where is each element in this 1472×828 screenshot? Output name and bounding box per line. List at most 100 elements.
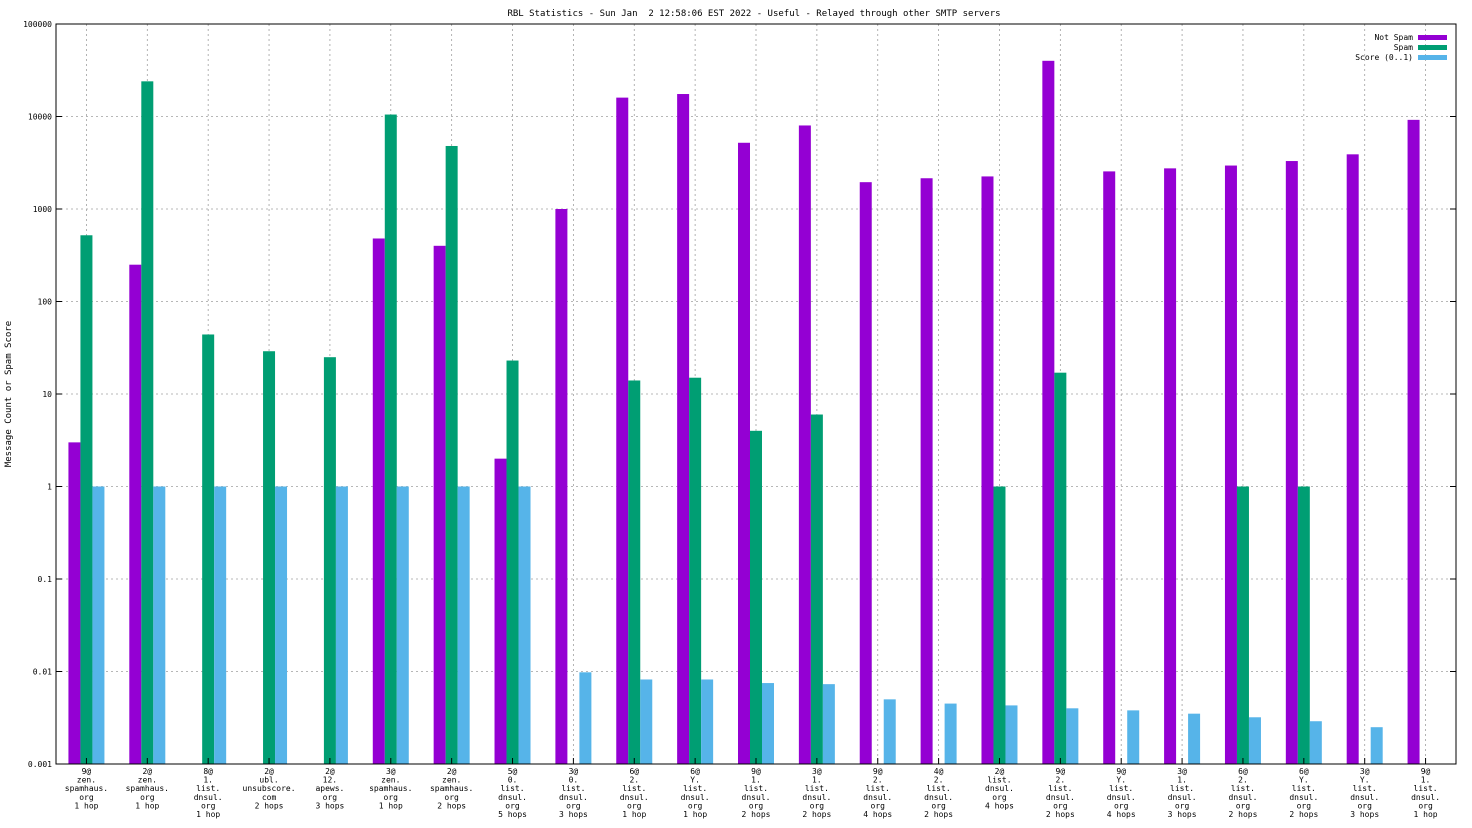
- x-tick-label-line: spamhaus.: [430, 784, 473, 793]
- x-tick-label-line: dnsul.: [802, 793, 831, 802]
- x-tick-label-line: 3 hops: [559, 810, 588, 819]
- bar: [457, 486, 470, 764]
- bar: [1164, 168, 1177, 765]
- y-axis-ticks: 0.001 0.01 0.1 1 10 100 1000 10000 100000: [23, 20, 1456, 769]
- x-tick-label-line: list.: [561, 784, 585, 793]
- x-tick-label-line: 2 hops: [1229, 810, 1258, 819]
- x-tick-label-line: spamhaus.: [369, 784, 412, 793]
- x-tick-label-line: zen.: [381, 776, 400, 785]
- x-tick-label-line: Y.: [1360, 776, 1370, 785]
- x-tick-label-line: 2@: [142, 767, 152, 776]
- bar: [822, 684, 835, 764]
- x-tick-label-line: 1 hop: [196, 810, 220, 819]
- x-tick-label-line: Y.: [690, 776, 700, 785]
- x-tick-label-line: 9@: [1116, 767, 1126, 776]
- legend-label: Not Spam: [1374, 33, 1413, 42]
- x-tick-label-line: 9@: [1056, 767, 1066, 776]
- x-tick-label-line: org: [1053, 801, 1068, 810]
- bar: [396, 486, 409, 764]
- bar: [335, 486, 348, 764]
- bar: [433, 245, 446, 764]
- x-tick-label-line: org: [1418, 801, 1433, 810]
- x-tick-label-line: Y.: [1299, 776, 1309, 785]
- bar: [518, 486, 531, 764]
- x-tick-label-line: dnsul.: [620, 793, 649, 802]
- x-tick-label: 6@ 2. list. dnsul. org 1 hop: [620, 767, 649, 819]
- x-tick-label-line: 4@: [934, 767, 944, 776]
- x-tick-label-line: 4 hops: [985, 801, 1014, 810]
- x-tick-label: 3@ 0. list. dnsul. org 3 hops: [559, 767, 588, 819]
- chart-title: RBL Statistics - Sun Jan 2 12:58:06 EST …: [507, 9, 1000, 19]
- x-tick-label: 8@ 1. list. dnsul. org 1 hop: [194, 767, 223, 819]
- x-tick-label-line: 9@: [873, 767, 883, 776]
- x-tick-label-line: list.: [744, 784, 768, 793]
- bar: [372, 238, 385, 765]
- x-tick-label-line: dnsul.: [681, 793, 710, 802]
- x-tick-label-line: 4 hops: [1107, 810, 1136, 819]
- x-tick-label-line: org: [566, 801, 581, 810]
- x-tick-label: 2@ zen. spamhaus. org 1 hop: [126, 767, 169, 810]
- bar: [214, 486, 227, 764]
- x-tick-label-line: dnsul.: [863, 793, 892, 802]
- bar: [1042, 60, 1055, 765]
- x-tick-label-line: list.: [683, 784, 707, 793]
- bar: [883, 699, 896, 764]
- x-tick-label-line: 1 hop: [1414, 810, 1438, 819]
- x-tick-label-line: dnsul.: [194, 793, 223, 802]
- bar: [579, 672, 592, 764]
- x-tick-label-line: 2 hops: [1289, 810, 1318, 819]
- x-tick-label-line: 2.: [1056, 776, 1066, 785]
- bar: [677, 94, 690, 764]
- x-tick-label: 5@ 0. list. dnsul. org 5 hops: [498, 767, 527, 819]
- x-tick-label-line: org: [749, 801, 764, 810]
- x-tick-label-line: 1 hop: [683, 810, 707, 819]
- x-tick-label: 2@ list. dnsul. org 4 hops: [985, 767, 1014, 810]
- x-tick-label: 4@ 2. list. dnsul. org 2 hops: [924, 767, 953, 819]
- x-tick-label: 6@ 2. list. dnsul. org 2 hops: [1229, 767, 1258, 819]
- x-tick-label-line: spamhaus.: [126, 784, 169, 793]
- x-tick-label-line: dnsul.: [742, 793, 771, 802]
- bar: [640, 679, 653, 764]
- legend-label: Spam: [1394, 43, 1413, 52]
- y-tick-label: 0.01: [33, 668, 52, 677]
- x-tick-label-line: 2 hops: [255, 801, 284, 810]
- bar: [1407, 119, 1420, 765]
- x-tick-label-line: 2@: [264, 767, 274, 776]
- x-tick-label-line: 2.: [1238, 776, 1248, 785]
- x-tick-label-line: list.: [1109, 784, 1133, 793]
- x-tick-label-line: 3@: [569, 767, 579, 776]
- x-tick-label-line: 6@: [1238, 767, 1248, 776]
- x-tick-label-line: 3 hops: [1168, 810, 1197, 819]
- x-tick-label-line: 1.: [1177, 776, 1187, 785]
- x-tick-label-line: 2@: [995, 767, 1005, 776]
- y-tick-label: 10: [42, 390, 52, 399]
- x-tick-label-line: org: [79, 793, 94, 802]
- x-tick-label-line: 1 hop: [622, 810, 646, 819]
- x-tick-label-line: 1 hop: [379, 801, 403, 810]
- x-tick-label: 3@ 1. list. dnsul. org 3 hops: [1168, 767, 1197, 819]
- x-tick-label-line: 6@: [690, 767, 700, 776]
- x-tick-label: 2@ zen. spamhaus. org 2 hops: [430, 767, 473, 810]
- x-tick-label-line: list.: [1292, 784, 1316, 793]
- bar: [1309, 721, 1322, 764]
- x-tick-label-line: list.: [1048, 784, 1072, 793]
- x-tick-label: 6@ Y. list. dnsul. org 2 hops: [1289, 767, 1318, 819]
- bar: [981, 176, 994, 765]
- x-tick-label-line: list.: [1170, 784, 1194, 793]
- bar: [1005, 705, 1018, 764]
- x-tick-label: 6@ Y. list. dnsul. org 1 hop: [681, 767, 710, 819]
- bar: [944, 703, 957, 764]
- x-tick-label-line: org: [871, 801, 886, 810]
- x-tick-label: 9@ Y. list. dnsul. org 4 hops: [1107, 767, 1136, 819]
- x-tick-label-line: 1.: [751, 776, 761, 785]
- bar: [810, 414, 823, 764]
- bar: [628, 380, 641, 764]
- x-tick-label-line: 3 hops: [315, 801, 344, 810]
- x-tick-label-line: 1 hop: [135, 801, 159, 810]
- bar: [738, 142, 750, 765]
- x-tick-label-line: ubl.: [259, 776, 278, 785]
- x-tick-label: 2@ ubl. unsubscore. com 2 hops: [243, 767, 296, 810]
- x-tick-label-line: 5 hops: [498, 810, 527, 819]
- x-tick-label-line: 1.: [1421, 776, 1431, 785]
